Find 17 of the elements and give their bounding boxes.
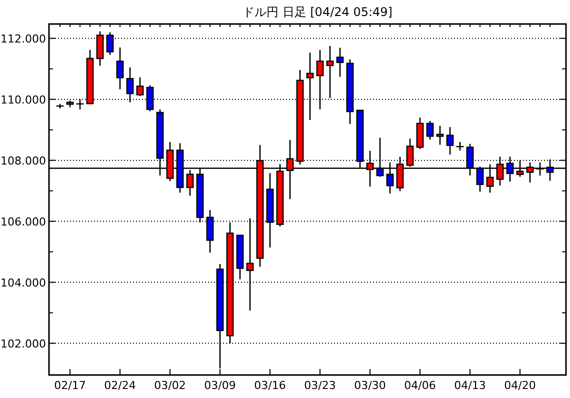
x-tick-label: 04/06 xyxy=(404,379,436,392)
y-tick-label: 108.000 xyxy=(0,154,46,168)
x-tick-label: 02/24 xyxy=(104,379,136,392)
x-tick-label: 03/09 xyxy=(204,379,236,392)
x-tick-label: 03/23 xyxy=(304,379,336,392)
chart-title: ドル円 日足 [04/24 05:49] xyxy=(242,5,392,19)
x-tick-label: 04/20 xyxy=(504,379,536,392)
x-tick-label: 02/17 xyxy=(54,379,86,392)
y-tick-label: 112.000 xyxy=(0,32,46,46)
y-tick-label: 110.000 xyxy=(0,93,46,106)
y-tick-label: 106.000 xyxy=(0,215,46,228)
x-tick-label: 04/13 xyxy=(454,379,486,392)
x-tick-label: 03/02 xyxy=(154,379,186,392)
x-tick-label: 03/30 xyxy=(354,379,386,392)
y-tick-label: 104.000 xyxy=(0,276,46,290)
y-tick-label: 102.000 xyxy=(0,337,46,350)
x-tick-label: 03/16 xyxy=(254,379,286,392)
